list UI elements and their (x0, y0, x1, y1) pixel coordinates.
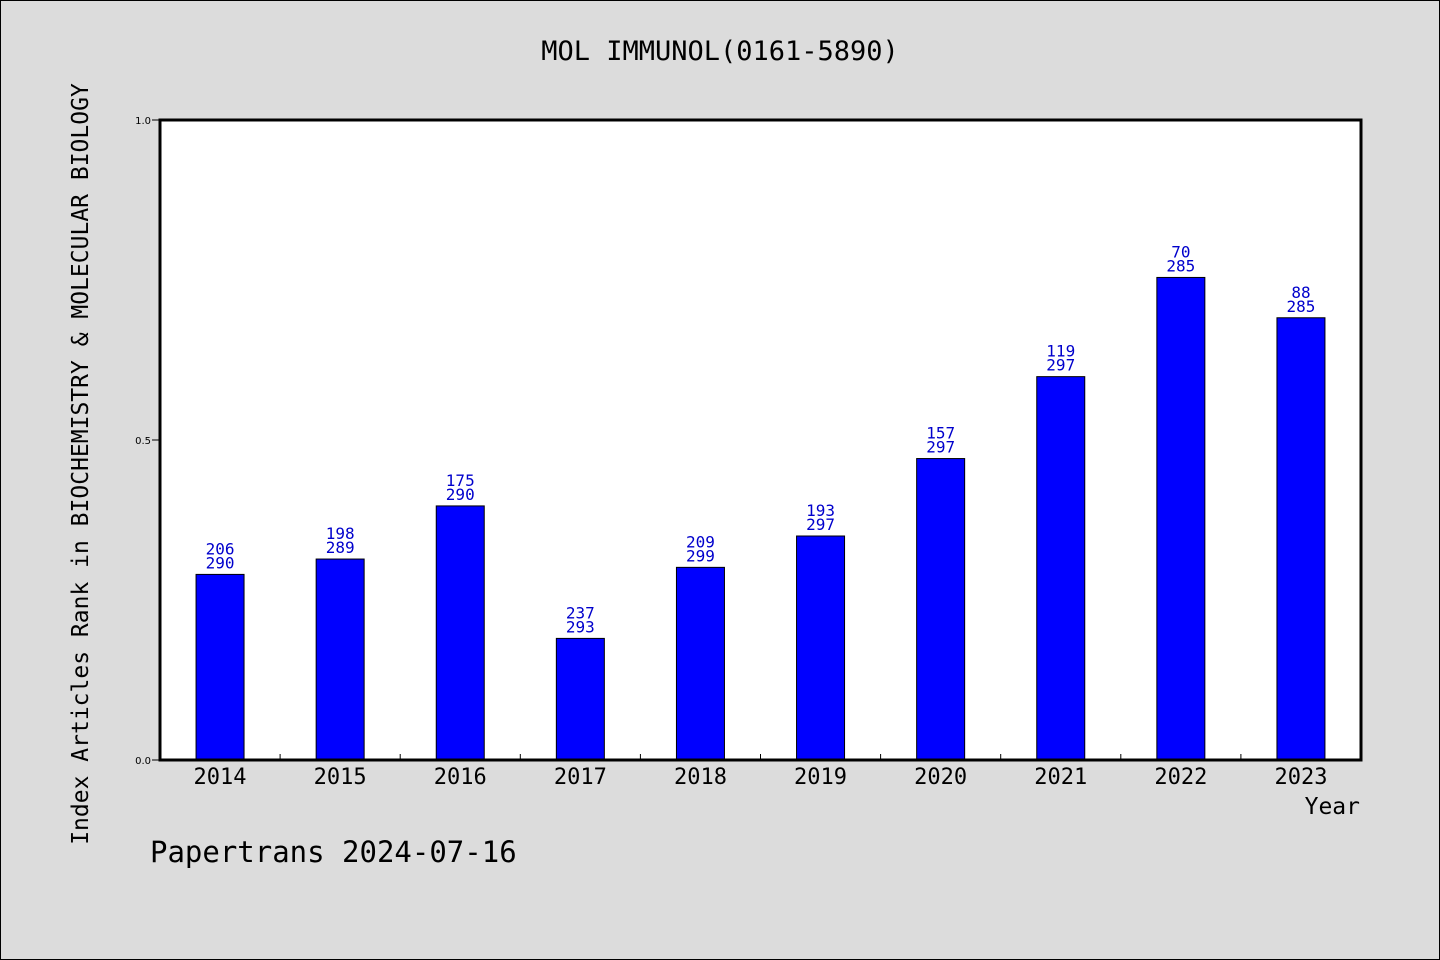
bar-total-label-2015: 289 (326, 538, 355, 557)
chart-title: MOL IMMUNOL(0161-5890) (541, 36, 899, 67)
y-tick-label-2: 1.0 (135, 116, 151, 127)
y-tick-label-0: 0.0 (135, 756, 151, 767)
bar-total-label-2023: 285 (1286, 297, 1315, 316)
bar-rank-label-2021: 119 (1046, 342, 1075, 361)
bar-2021 (1036, 376, 1086, 761)
bar-2018 (675, 566, 725, 761)
bar-2017 (555, 637, 605, 761)
footer-stamp: Papertrans 2024-07-16 (150, 835, 517, 869)
x-tick-label-2018: 2018 (674, 765, 727, 790)
bar-rank-label-2018: 209 (686, 532, 715, 551)
x-tick-label-2019: 2019 (794, 765, 847, 790)
bar-rank-label-2017: 237 (566, 603, 595, 622)
bar-2023 (1276, 317, 1326, 761)
bar-2020 (916, 458, 966, 761)
x-tick-label-2022: 2022 (1154, 765, 1207, 790)
bar-2016 (435, 505, 485, 761)
plot-border (158, 118, 1363, 762)
bar-rank-label-2022: 70 (1171, 242, 1190, 261)
bar-total-label-2021: 297 (1046, 356, 1075, 375)
y-tick-label-1: 0.5 (135, 436, 151, 447)
bar-total-label-2014: 290 (206, 553, 235, 572)
bar-total-label-2019: 297 (806, 515, 835, 534)
x-tick-label-2020: 2020 (914, 765, 967, 790)
bar-total-label-2020: 297 (926, 438, 955, 457)
bar-total-label-2017: 293 (566, 617, 595, 636)
x-tick-label-2017: 2017 (554, 765, 607, 790)
bar-total-label-2018: 299 (686, 546, 715, 565)
x-axis-label: Year (1304, 794, 1360, 820)
bars-group: 2062901982891752902372932092991932971572… (195, 242, 1326, 761)
bar-rank-label-2019: 193 (806, 501, 835, 520)
bar-total-label-2022: 285 (1166, 256, 1195, 275)
bar-rank-label-2015: 198 (326, 524, 355, 543)
x-tick-label-2015: 2015 (314, 765, 367, 790)
axes-group: 0.0 0.5 1.0 2014 2015 2016 2017 2018 2019 2020 202… (135, 116, 1327, 790)
x-tick-label-2014: 2014 (194, 765, 247, 790)
bar-2014 (195, 573, 245, 761)
bar-rank-label-2023: 88 (1291, 283, 1310, 302)
bar-rank-label-2014: 206 (206, 539, 235, 558)
x-tick-label-2021: 2021 (1034, 765, 1087, 790)
x-tick-label-2023: 2023 (1274, 765, 1327, 790)
bar-2019 (796, 535, 846, 761)
bar-total-label-2016: 290 (446, 485, 475, 504)
bar-rank-label-2016: 175 (446, 471, 475, 490)
bar-rank-label-2020: 157 (926, 424, 955, 443)
x-tick-label-2016: 2016 (434, 765, 487, 790)
bar-2015 (315, 558, 365, 761)
bar-2022 (1156, 276, 1206, 761)
